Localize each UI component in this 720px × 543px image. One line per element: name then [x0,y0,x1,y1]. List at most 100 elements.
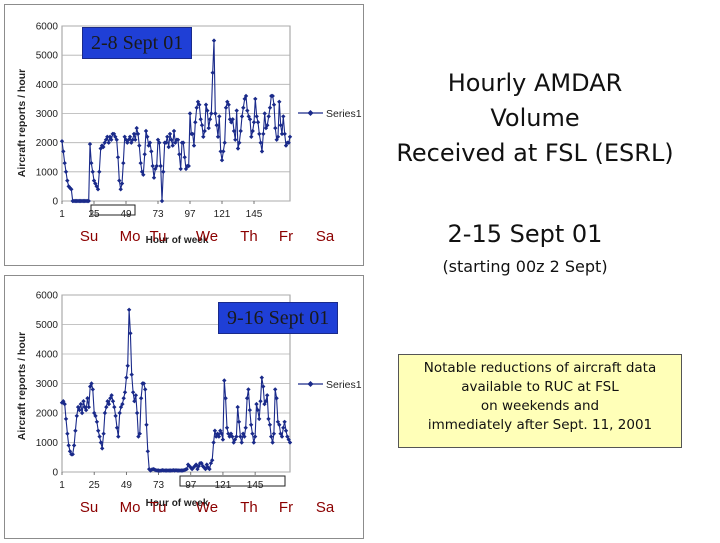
data-point [65,178,70,183]
data-point [94,419,100,424]
data-point [177,152,182,157]
data-point [248,422,254,427]
data-point [62,401,67,407]
data-point [265,123,270,128]
data-point [279,131,285,137]
data-point [149,149,154,154]
data-point [287,440,293,445]
data-point [102,410,108,416]
data-point [234,434,239,439]
data-point [198,117,203,122]
y-tick-label: 6000 [36,291,59,302]
data-point [274,396,279,401]
data-point [116,434,121,439]
data-point [218,149,223,154]
data-point [114,137,119,142]
y-tick-label: 3000 [36,379,59,390]
x-axis-label: Hour of week [146,235,209,246]
data-point [125,363,130,368]
data-point [254,401,259,407]
x-tick-label: 1 [59,209,65,220]
data-point [214,123,219,128]
data-point [126,137,131,142]
data-point [205,108,210,113]
data-point [130,137,135,142]
data-point [274,137,279,142]
day-label: Su [80,499,98,516]
data-point [234,108,239,113]
data-point [175,137,181,142]
data-point [147,140,153,145]
data-point [150,163,155,169]
data-point [89,160,94,166]
data-point [95,187,101,192]
data-point [170,143,175,148]
data-point [233,137,238,142]
data-point [159,198,165,204]
x-tick-label: 1 [59,480,65,491]
data-point [128,331,133,336]
y-tick-label: 2000 [36,138,59,149]
data-point [202,128,207,134]
x-tick-label: 73 [152,209,164,220]
day-label: Th [240,228,258,245]
title-line: Hourly AMDAR [447,69,623,97]
data-point [261,131,266,137]
data-point [171,128,177,134]
data-point [191,143,197,148]
data-point [271,102,277,107]
x-tick-label: 121 [214,209,231,220]
day-label: We [196,228,218,245]
data-point [285,434,290,439]
data-point [283,428,289,433]
data-point [65,431,70,436]
data-point [206,125,211,131]
data-point [157,140,162,145]
data-point [231,128,237,134]
data-point [121,396,126,401]
data-point [250,128,255,134]
y-tick-label: 1000 [36,438,59,449]
data-point [63,169,69,174]
data-point [270,440,275,445]
data-point [258,399,263,404]
data-point [163,140,169,145]
y-tick-label: 4000 [36,80,59,91]
data-point [243,425,248,430]
data-point [190,131,195,137]
data-point [145,449,150,454]
title-line: Received at FSL (ESRL) [396,139,674,167]
data-point [195,466,200,472]
data-point [66,184,71,189]
data-point [100,446,105,451]
data-point [97,169,102,174]
data-point [114,425,120,430]
data-point [181,140,186,145]
data-point [207,117,213,122]
y-tick-label: 6000 [36,22,59,33]
data-point [89,381,94,386]
data-point [223,105,229,110]
data-point [219,158,225,163]
date-range: 2-15 Sept 01 [447,220,603,248]
data-point [61,149,66,154]
data-point [109,137,114,142]
day-label: Sa [316,228,335,245]
data-point [197,102,202,107]
x-tick-label: 49 [121,480,133,491]
page-title: Hourly AMDAR Volume Received at FSL (ESR… [390,66,680,171]
data-point [199,123,205,128]
data-point [79,410,85,416]
chart-top: Aircraft reports / hour Hour of week Ser… [16,22,362,247]
data-point [232,437,238,442]
data-point [94,184,99,189]
data-point [182,155,187,160]
period-label-bottom: 9-16 Sept 01 [218,302,339,334]
data-point [229,120,234,125]
data-point [224,425,230,430]
data-point [203,102,209,107]
data-point [210,458,215,463]
legend-label: Series1 [326,108,362,120]
data-point [277,99,282,104]
data-point [277,422,282,427]
